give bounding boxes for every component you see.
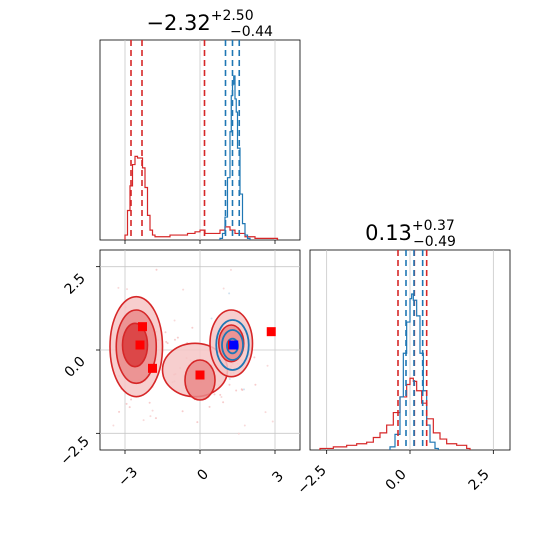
- scatter-point: [271, 420, 274, 423]
- scatter-point: [154, 417, 157, 420]
- scatter-point: [112, 424, 115, 427]
- scatter-point: [182, 288, 185, 291]
- marginal-1-histograms: [124, 75, 279, 240]
- joint-x-tick-label: 3: [269, 468, 287, 486]
- marginal-1-title-value: −2.32: [146, 11, 210, 35]
- scatter-point: [253, 356, 256, 359]
- scatter-point: [254, 383, 257, 386]
- scatter-point: [181, 410, 184, 413]
- marginal-2-histograms: [319, 293, 471, 450]
- scatter-point: [241, 388, 244, 391]
- joint-y-tick-label: 0.0: [62, 354, 89, 381]
- scatter-point: [243, 424, 246, 427]
- scatter-point: [229, 268, 232, 271]
- marginal-2-title-plus: +0.37: [412, 218, 455, 234]
- scatter-point: [130, 398, 133, 401]
- scatter-point: [149, 415, 152, 418]
- marginal-1-title-minus: −0.44: [230, 24, 273, 40]
- scatter-point: [242, 388, 245, 391]
- red-marker: [148, 363, 157, 373]
- red-contour: [121, 322, 149, 368]
- marginal-2-quantile-lines: [397, 250, 428, 450]
- scatter-point: [155, 268, 158, 271]
- scatter-point: [222, 287, 225, 290]
- blue-marker: [229, 340, 239, 350]
- scatter-point: [228, 378, 231, 381]
- scatter-point: [213, 393, 216, 396]
- scatter-point: [166, 342, 169, 345]
- scatter-point: [220, 396, 223, 399]
- joint-y-tick-label: 2.5: [62, 271, 89, 298]
- marginal-2-title: 0.13+0.37: [365, 218, 455, 245]
- blue-contour: [215, 319, 250, 371]
- scatter-point: [210, 317, 213, 320]
- scatter-point: [125, 402, 128, 405]
- scatter-point: [164, 331, 167, 334]
- marginal-2-grid: [326, 250, 494, 454]
- red-marker: [195, 370, 205, 380]
- scatter-point: [176, 336, 179, 339]
- scatter-point: [219, 393, 222, 396]
- scatter-point: [228, 292, 231, 295]
- scatter-point: [235, 389, 238, 392]
- marginal-1-title-plus: +2.50: [211, 8, 254, 24]
- histogram-step: [389, 293, 439, 450]
- histogram-step: [124, 155, 279, 240]
- scatter-point: [173, 338, 176, 341]
- red-marker: [266, 327, 276, 337]
- scatter-point: [208, 405, 211, 408]
- marginal-1-title: −2.32+2.50: [146, 8, 253, 35]
- histogram-step: [219, 75, 251, 240]
- scatter-point: [142, 419, 145, 422]
- marginal-2-title-value: 0.13: [365, 221, 412, 245]
- marginal-2-x-tick-label: −2.5: [294, 462, 329, 497]
- marginal-2-title-minus: −0.49: [413, 234, 456, 250]
- scatter-point: [191, 326, 194, 329]
- scatter-point: [128, 406, 131, 409]
- scatter-point: [228, 383, 231, 386]
- joint-contour-panel: [96, 249, 301, 454]
- histogram-step: [319, 377, 471, 450]
- red-marker: [138, 322, 147, 332]
- marginal-2-x-tick-label: 2.5: [466, 467, 493, 494]
- red-contour: [184, 359, 216, 401]
- marginal-2-x-tick-label: 0.0: [383, 467, 410, 494]
- scatter-point: [264, 411, 267, 414]
- scatter-point: [148, 401, 151, 404]
- marginal-1-quantile-lines: [130, 40, 241, 240]
- scatter-point: [196, 421, 199, 424]
- scatter-point: [118, 410, 121, 413]
- scatter-point: [165, 340, 168, 343]
- blue-contour: [221, 329, 244, 361]
- scatter-point: [237, 432, 240, 435]
- joint-y-tick-label: −2.5: [57, 433, 92, 468]
- red-marker: [135, 340, 145, 350]
- scatter-point: [222, 401, 225, 404]
- joint-x-tick-label: −3: [115, 464, 141, 490]
- marginal-histogram-param-1: −2.32+2.50 −0.44: [99, 8, 301, 244]
- joint-markers: [135, 322, 276, 380]
- scatter-point: [173, 319, 176, 322]
- scatter-point: [117, 286, 120, 289]
- scatter-point: [151, 409, 154, 412]
- marginal-histogram-param-2: 0.13+0.37 −0.49: [309, 218, 511, 454]
- scatter-point: [126, 288, 129, 291]
- scatter-point: [266, 364, 269, 367]
- marginal-1-grid: [124, 40, 276, 244]
- joint-x-tick-label: 0: [194, 466, 212, 484]
